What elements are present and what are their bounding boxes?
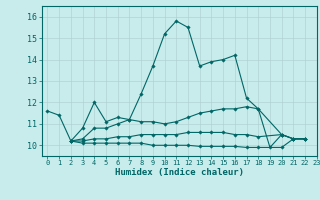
X-axis label: Humidex (Indice chaleur): Humidex (Indice chaleur)	[115, 168, 244, 177]
